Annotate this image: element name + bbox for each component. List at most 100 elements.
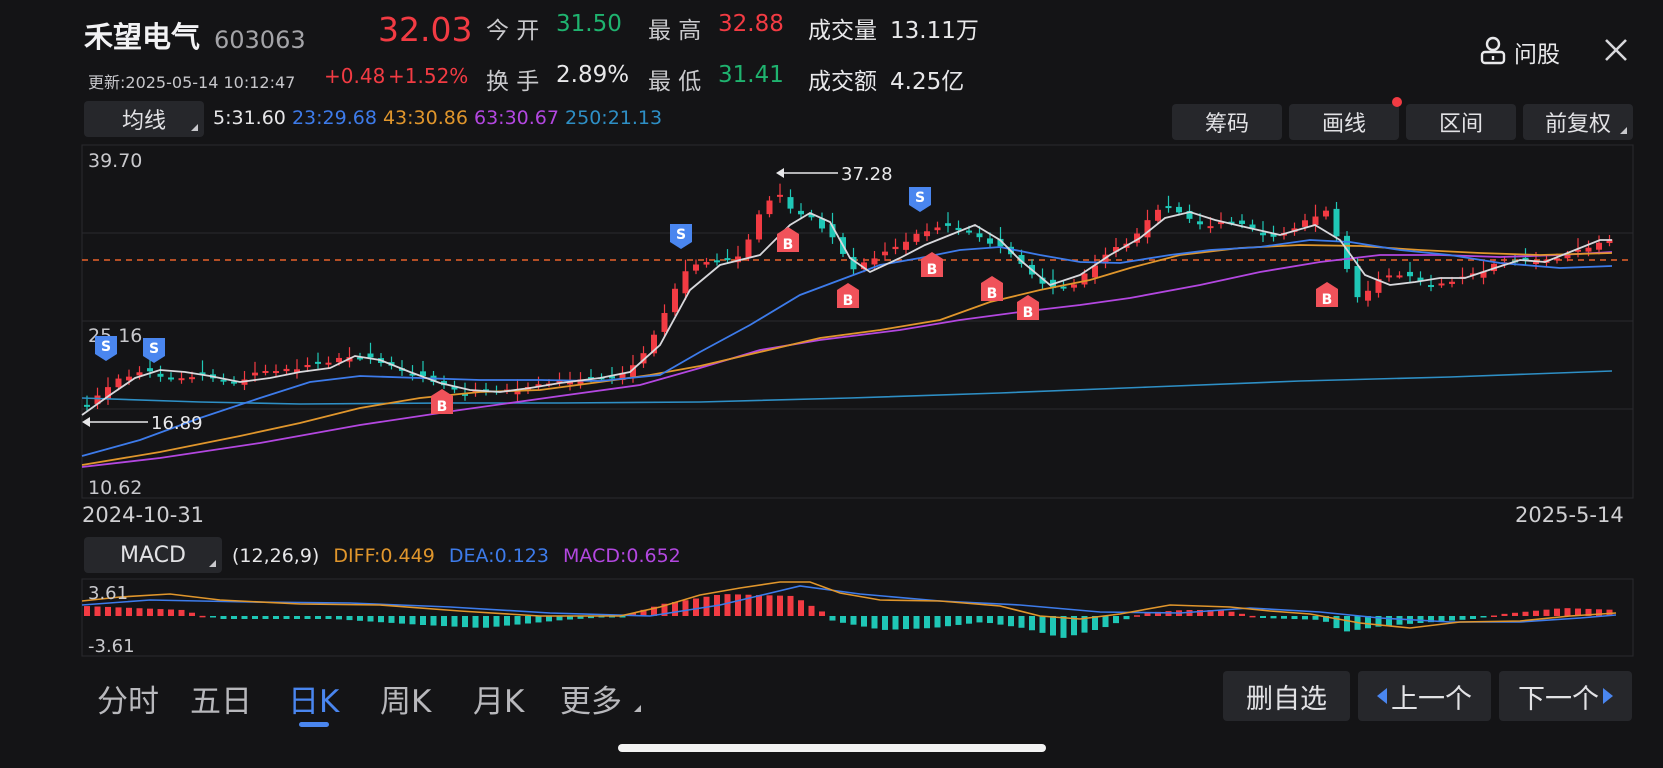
tab-daily-k[interactable]: 日K [288,684,340,720]
macd-bar [955,616,962,625]
buy-signal-badge[interactable]: B [837,283,859,309]
kline-chart[interactable]: 39.70 25.16 10.62 37.28 16.89 SSSSBBBBBB… [0,140,1663,500]
macd-bar [1470,616,1476,619]
candle-body [315,361,321,364]
chips-button[interactable]: 筹码 [1172,104,1282,140]
update-time: 更新:2025-05-14 10:12:47 [88,73,296,92]
candle-body [420,371,426,377]
candle-body [94,395,101,405]
candle-body [997,238,1004,247]
buy-signal-badge[interactable]: B [431,389,453,415]
candle-body [682,271,689,294]
candle-body [588,377,594,380]
buy-signal-badge[interactable]: B [981,276,1003,302]
candle-body [1596,242,1602,250]
macd-bar [220,616,227,619]
macd-bar [336,616,342,620]
signal-letter: S [101,339,111,355]
macd-bar [934,616,941,628]
active-tab-indicator [299,722,329,727]
close-icon[interactable] [1602,36,1630,68]
macd-bar [105,606,111,616]
candle-body [1155,209,1161,221]
ask-stock-button[interactable]: 问股 [1478,34,1560,70]
macd-bar [1081,616,1088,633]
candle-body [714,260,720,263]
ma250-line [81,370,1613,405]
amount-label: 成交额 [808,69,877,95]
macd-bar [1312,616,1319,620]
signals: S S S S B B B B B B B [95,187,1338,415]
macd-bar [1123,616,1130,620]
tab-intraday[interactable]: 分时 [97,684,159,720]
macd-bar [367,616,374,622]
sell-signal-badge[interactable]: S [95,336,117,361]
candle-body [1060,286,1067,289]
macd-bar [756,595,762,616]
low-value: 31.41 [718,62,784,88]
macd-bar [777,595,783,616]
tab-monthly-k[interactable]: 月K [473,684,525,720]
macd-bar [1050,616,1056,636]
macd-bar [1281,616,1287,619]
period-low-marker: 16.89 [82,413,203,434]
candle-body [220,379,227,382]
macd-bar [682,600,689,616]
macd-bar [1207,610,1214,616]
macd-bar [409,616,416,625]
candle-body [1354,266,1361,298]
macd-selector[interactable]: MACD [84,537,222,573]
buy-signal-badge[interactable]: B [1017,295,1039,321]
macd-selector-label: MACD [120,542,186,568]
macd-bar [1396,616,1403,625]
candle-body [651,334,657,354]
tab-more[interactable]: 更多 [560,676,641,721]
candle-body [1386,275,1392,278]
macd-bar [252,616,258,619]
current-price: 32.03 [378,10,473,49]
sell-signal-badge[interactable]: S [143,338,165,363]
macd-bar [1008,616,1014,627]
candle-body [1239,220,1245,224]
next-stock-label: 下一个 [1518,683,1599,715]
sell-signal-badge[interactable]: S [670,224,692,249]
previous-stock-button[interactable]: 上一个 [1358,671,1491,721]
macd-y-top: 3.61 [88,583,128,604]
buy-signal-badge[interactable]: B [1316,282,1338,308]
macd-bar [1417,616,1424,623]
draw-line-button[interactable]: 画线 [1289,104,1399,140]
macd-bar [1060,616,1067,638]
tab-weekly-k[interactable]: 周K [380,684,432,720]
macd-bar [808,605,815,616]
tab-five-day[interactable]: 五日 [190,684,252,720]
macd-bar [619,616,626,618]
candle-body [1081,273,1088,285]
adjust-label: 前复权 [1544,112,1611,137]
amount-value: 4.25亿 [890,69,965,95]
candle-body [1134,233,1140,243]
buy-signal-badge[interactable]: B [777,227,799,253]
macd-bar [1134,615,1140,617]
macd-bar [1029,616,1035,631]
dropdown-corner-icon [633,705,641,712]
candle-body [1438,283,1445,286]
macd-bar [840,616,846,623]
candle-body [798,210,804,215]
candle-body [1186,210,1193,219]
low-label: 最 低 [648,69,702,95]
candle-body [1554,258,1560,261]
remove-watchlist-button[interactable]: 删自选 [1223,671,1350,721]
candle-body [1449,281,1455,284]
buy-signal-badge[interactable]: B [921,252,943,278]
adjust-selector[interactable]: 前复权 [1523,104,1633,140]
next-stock-button[interactable]: 下一个 [1499,671,1632,721]
volume-value: 13.11万 [890,18,979,44]
macd-chart[interactable]: 3.61 -3.61 [0,575,1663,660]
macd-bar [882,616,888,630]
candle-body [1176,206,1182,213]
ma-selector[interactable]: 均线 [84,101,204,137]
open-label: 今 开 [486,18,540,44]
high-label: 最 高 [648,18,702,44]
range-button[interactable]: 区间 [1406,104,1516,140]
sell-signal-badge[interactable]: S [909,187,931,212]
